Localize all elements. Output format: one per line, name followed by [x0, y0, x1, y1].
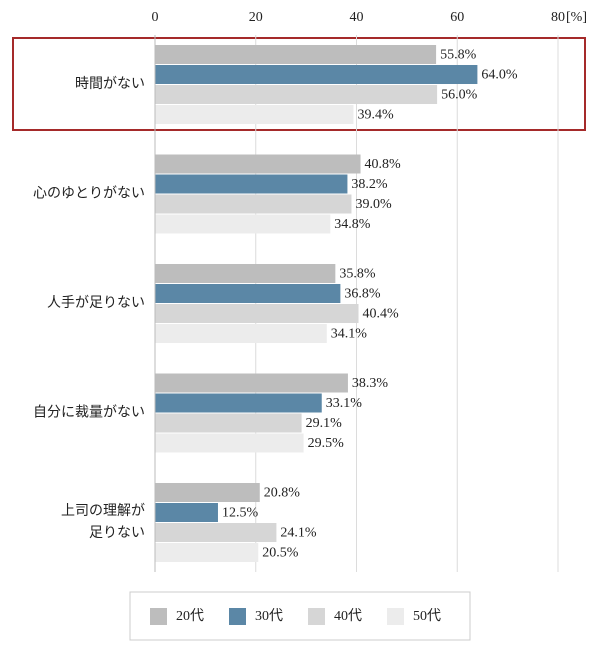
bar	[155, 65, 478, 84]
value-label: 40.8%	[365, 157, 402, 172]
legend-label: 40代	[334, 608, 362, 624]
bar	[155, 214, 331, 234]
bar	[155, 45, 437, 64]
value-label: 36.8%	[344, 287, 381, 302]
value-label: 39.0%	[355, 197, 392, 212]
x-tick-label: 0	[152, 10, 159, 25]
value-label: 29.5%	[308, 436, 345, 451]
x-tick-label: 20	[249, 10, 263, 25]
category-label: 上司の理解が足りない	[61, 503, 145, 541]
value-label: 35.8%	[339, 267, 376, 282]
bar	[155, 284, 341, 303]
legend-label: 20代	[176, 608, 204, 624]
legend-label: 30代	[255, 608, 283, 624]
x-tick-label: 60	[450, 10, 464, 25]
bar	[155, 154, 361, 174]
value-label: 34.8%	[334, 217, 371, 232]
bar	[155, 543, 259, 562]
value-label: 20.5%	[262, 546, 299, 561]
legend-swatch	[229, 608, 246, 625]
legend-box	[129, 591, 471, 641]
bar	[155, 413, 302, 433]
value-label: 40.4%	[363, 307, 400, 322]
bar	[155, 85, 438, 104]
bar	[155, 304, 359, 323]
highlight-box	[12, 37, 586, 131]
value-label: 38.3%	[352, 376, 389, 391]
value-label: 55.8%	[440, 48, 477, 63]
legend-swatch	[150, 608, 167, 625]
value-label: 29.1%	[306, 416, 343, 431]
value-label: 39.4%	[357, 108, 394, 123]
value-label: 34.1%	[331, 327, 368, 342]
bar	[155, 393, 322, 413]
category-label: 時間がない	[75, 76, 145, 92]
bar	[155, 324, 327, 343]
bar	[155, 523, 277, 542]
bar	[155, 174, 348, 194]
bar	[155, 373, 348, 393]
value-label: 20.8%	[264, 486, 301, 501]
value-label: 12.5%	[222, 506, 259, 521]
x-tick-label: 40	[350, 10, 364, 25]
value-label: 33.1%	[326, 396, 363, 411]
category-label: 自分に裁量がない	[33, 405, 145, 421]
bar	[155, 264, 336, 283]
value-label: 56.0%	[441, 88, 478, 103]
legend-label: 50代	[413, 608, 441, 624]
legend-swatch	[308, 608, 325, 625]
bar	[155, 483, 260, 502]
x-axis-unit: [%]	[566, 10, 587, 25]
bar	[155, 194, 352, 214]
category-label: 人手が足りない	[47, 295, 145, 311]
legend-swatch	[387, 608, 404, 625]
bar	[155, 105, 354, 124]
category-label: 心のゆとりがない	[33, 186, 145, 202]
value-label: 38.2%	[351, 177, 388, 192]
value-label: 64.0%	[481, 68, 518, 83]
bar	[155, 433, 304, 453]
value-label: 24.1%	[280, 526, 317, 541]
bar	[155, 503, 218, 522]
x-tick-label: 80	[551, 10, 565, 25]
